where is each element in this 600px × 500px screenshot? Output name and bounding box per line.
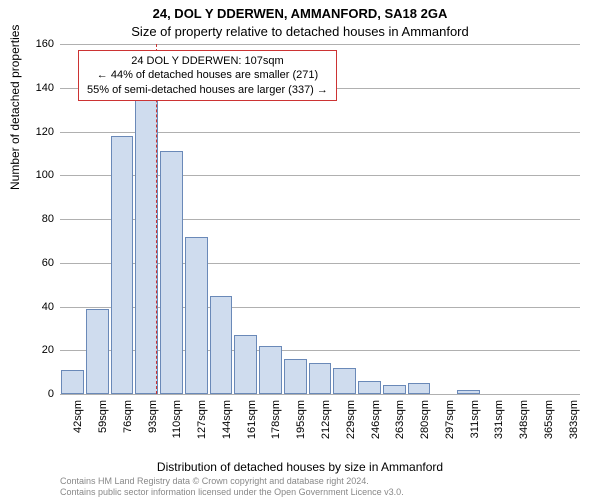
xtick-label: 93sqm bbox=[147, 400, 159, 450]
annotation-line1: 24 DOL Y DDERWEN: 107sqm bbox=[87, 54, 328, 68]
footnote-line2: Contains public sector information licen… bbox=[60, 487, 404, 498]
x-axis-label: Distribution of detached houses by size … bbox=[0, 460, 600, 474]
histogram-bar bbox=[135, 81, 158, 394]
annotation-line2: ← 44% of detached houses are smaller (27… bbox=[87, 68, 328, 82]
gridline bbox=[60, 44, 580, 45]
xtick-label: 383sqm bbox=[568, 400, 580, 450]
xtick-label: 127sqm bbox=[196, 400, 208, 450]
xtick-label: 110sqm bbox=[171, 400, 183, 450]
histogram-bar bbox=[408, 383, 431, 394]
ytick-label: 0 bbox=[24, 388, 54, 400]
xtick-label: 280sqm bbox=[419, 400, 431, 450]
xtick-label: 229sqm bbox=[345, 400, 357, 450]
xtick-label: 212sqm bbox=[320, 400, 332, 450]
xtick-label: 246sqm bbox=[370, 400, 382, 450]
gridline bbox=[60, 394, 580, 395]
xtick-label: 161sqm bbox=[246, 400, 258, 450]
histogram-bar bbox=[86, 309, 109, 394]
annotation-box: 24 DOL Y DDERWEN: 107sqm ← 44% of detach… bbox=[78, 50, 337, 101]
xtick-label: 178sqm bbox=[270, 400, 282, 450]
histogram-bar bbox=[383, 385, 406, 394]
xtick-label: 195sqm bbox=[295, 400, 307, 450]
ytick-label: 100 bbox=[24, 169, 54, 181]
ytick-label: 60 bbox=[24, 257, 54, 269]
histogram-bar bbox=[259, 346, 282, 394]
xtick-label: 76sqm bbox=[122, 400, 134, 450]
xtick-label: 59sqm bbox=[97, 400, 109, 450]
xtick-label: 348sqm bbox=[518, 400, 530, 450]
xtick-label: 311sqm bbox=[469, 400, 481, 450]
histogram-bar bbox=[309, 363, 332, 394]
histogram-bar bbox=[160, 151, 183, 394]
histogram-bar bbox=[333, 368, 356, 394]
xtick-label: 42sqm bbox=[72, 400, 84, 450]
histogram-bar bbox=[284, 359, 307, 394]
ytick-label: 160 bbox=[24, 38, 54, 50]
xtick-label: 365sqm bbox=[543, 400, 555, 450]
footnote-line1: Contains HM Land Registry data © Crown c… bbox=[60, 476, 404, 487]
ytick-label: 140 bbox=[24, 82, 54, 94]
histogram-bar bbox=[210, 296, 233, 394]
histogram-bar bbox=[61, 370, 84, 394]
xtick-label: 144sqm bbox=[221, 400, 233, 450]
xtick-label: 263sqm bbox=[394, 400, 406, 450]
title-sub: Size of property relative to detached ho… bbox=[0, 24, 600, 39]
chart-container: 24, DOL Y DDERWEN, AMMANFORD, SA18 2GA S… bbox=[0, 0, 600, 500]
ytick-label: 120 bbox=[24, 126, 54, 138]
histogram-bar bbox=[111, 136, 134, 394]
histogram-bar bbox=[457, 390, 480, 394]
histogram-bar bbox=[234, 335, 257, 394]
histogram-bar bbox=[358, 381, 381, 394]
ytick-label: 20 bbox=[24, 344, 54, 356]
annotation-line3: 55% of semi-detached houses are larger (… bbox=[87, 83, 328, 97]
histogram-bar bbox=[185, 237, 208, 395]
title-main: 24, DOL Y DDERWEN, AMMANFORD, SA18 2GA bbox=[0, 6, 600, 21]
ytick-label: 40 bbox=[24, 301, 54, 313]
footnote: Contains HM Land Registry data © Crown c… bbox=[60, 476, 404, 498]
xtick-label: 331sqm bbox=[493, 400, 505, 450]
ytick-label: 80 bbox=[24, 213, 54, 225]
xtick-label: 297sqm bbox=[444, 400, 456, 450]
y-axis-label: Number of detached properties bbox=[8, 25, 22, 190]
